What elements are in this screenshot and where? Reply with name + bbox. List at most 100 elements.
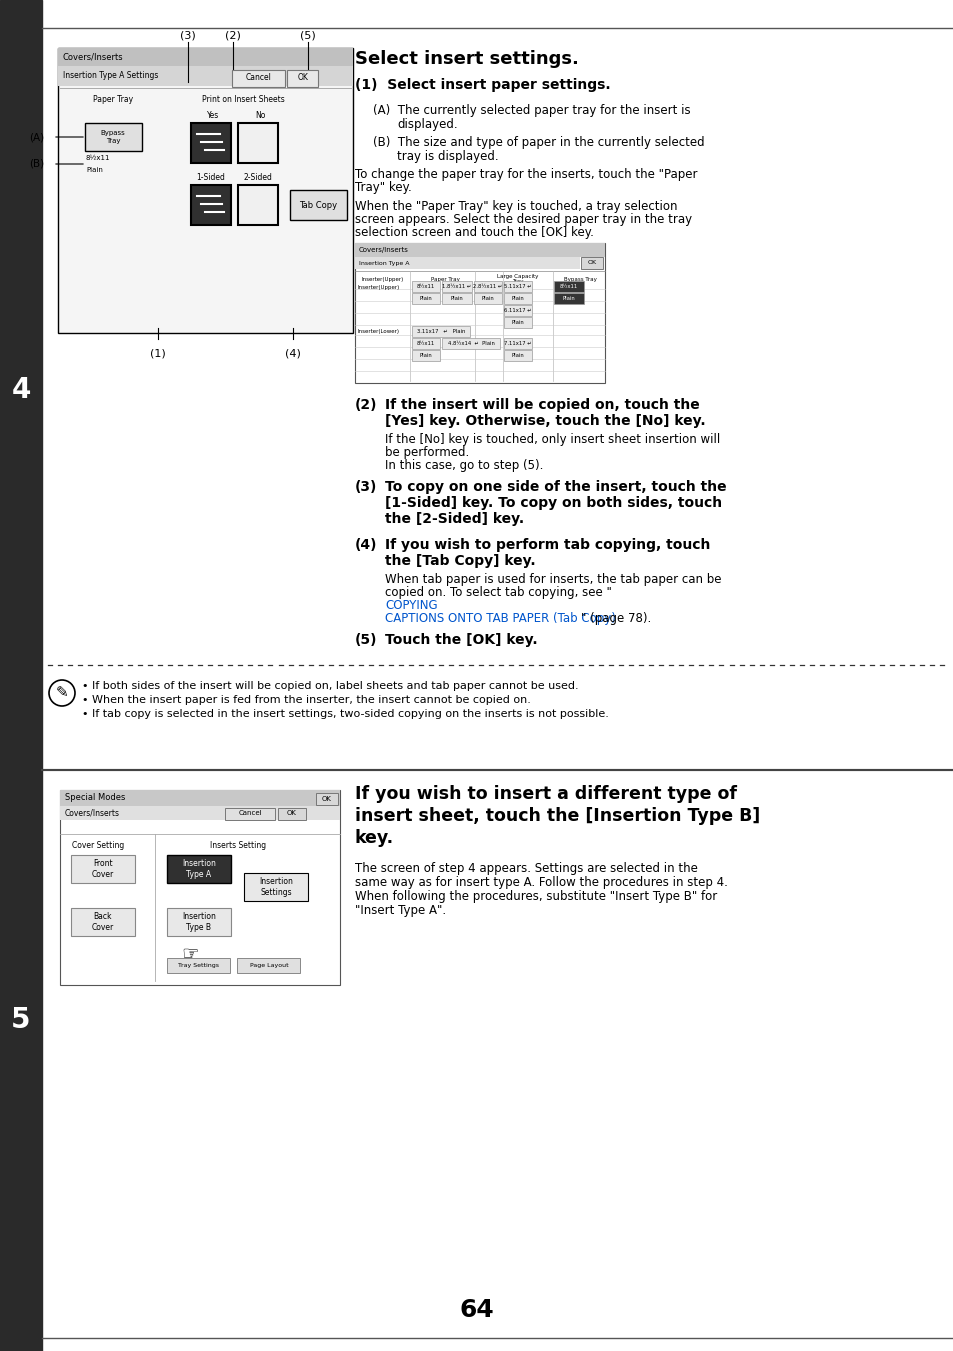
FancyBboxPatch shape <box>503 350 532 361</box>
Text: (3): (3) <box>180 31 195 41</box>
Text: ☞: ☞ <box>181 944 198 963</box>
Text: If the [No] key is touched, only insert sheet insertion will: If the [No] key is touched, only insert … <box>385 434 720 446</box>
FancyBboxPatch shape <box>191 185 231 226</box>
Text: 4: 4 <box>11 376 30 404</box>
Text: COPYING: COPYING <box>385 598 437 612</box>
Circle shape <box>49 680 75 707</box>
Text: 7.11x17 ↵: 7.11x17 ↵ <box>503 340 531 346</box>
FancyBboxPatch shape <box>412 281 440 292</box>
Text: Plain: Plain <box>419 353 432 358</box>
Text: selection screen and touch the [OK] key.: selection screen and touch the [OK] key. <box>355 226 594 239</box>
Text: same way as for insert type A. Follow the procedures in step 4.: same way as for insert type A. Follow th… <box>355 875 727 889</box>
Text: (5): (5) <box>355 634 377 647</box>
Text: insert sheet, touch the [Insertion Type B]: insert sheet, touch the [Insertion Type … <box>355 807 760 825</box>
Text: Plain: Plain <box>86 168 103 173</box>
Text: [1-Sided] key. To copy on both sides, touch: [1-Sided] key. To copy on both sides, to… <box>385 496 721 509</box>
Bar <box>60 790 339 985</box>
FancyBboxPatch shape <box>553 293 583 304</box>
FancyBboxPatch shape <box>233 69 285 86</box>
Bar <box>0 0 42 1351</box>
Text: 4.8½x14  ↵  Plain: 4.8½x14 ↵ Plain <box>447 340 494 346</box>
Text: OK: OK <box>287 811 296 816</box>
Text: 8½x11: 8½x11 <box>86 155 111 161</box>
Text: displayed.: displayed. <box>396 118 457 131</box>
Text: (A): (A) <box>29 132 44 142</box>
Text: If the insert will be copied on, touch the: If the insert will be copied on, touch t… <box>385 399 699 412</box>
Bar <box>60 807 339 820</box>
Text: • If tab copy is selected in the insert settings, two-sided copying on the inser: • If tab copy is selected in the insert … <box>82 709 608 719</box>
FancyBboxPatch shape <box>71 855 135 884</box>
Text: 2.8½x11 ↵: 2.8½x11 ↵ <box>473 284 502 289</box>
Text: screen appears. Select the desired paper tray in the tray: screen appears. Select the desired paper… <box>355 213 691 226</box>
Text: Covers/Inserts: Covers/Inserts <box>358 247 409 253</box>
Text: Plain: Plain <box>450 296 463 301</box>
Text: Inserter(Upper): Inserter(Upper) <box>357 285 400 289</box>
FancyBboxPatch shape <box>237 185 277 226</box>
FancyBboxPatch shape <box>237 123 277 163</box>
Text: Front
Cover: Front Cover <box>91 859 114 880</box>
Text: • If both sides of the insert will be copied on, label sheets and tab paper cann: • If both sides of the insert will be co… <box>82 681 578 690</box>
FancyBboxPatch shape <box>412 338 440 350</box>
Text: 1.8½x11 ↵: 1.8½x11 ↵ <box>442 284 471 289</box>
Text: Tray Settings: Tray Settings <box>178 962 219 967</box>
Text: (B): (B) <box>29 159 44 169</box>
Bar <box>355 243 604 382</box>
Text: To change the paper tray for the inserts, touch the "Paper: To change the paper tray for the inserts… <box>355 168 697 181</box>
Text: Special Modes: Special Modes <box>65 793 125 802</box>
Text: (1)  Select insert paper settings.: (1) Select insert paper settings. <box>355 78 610 92</box>
Text: In this case, go to step (5).: In this case, go to step (5). <box>385 459 543 471</box>
Text: Plain: Plain <box>481 296 494 301</box>
FancyBboxPatch shape <box>85 123 142 151</box>
FancyBboxPatch shape <box>237 958 300 973</box>
Text: 64: 64 <box>459 1298 494 1323</box>
Text: Inserts Setting: Inserts Setting <box>210 842 266 851</box>
FancyBboxPatch shape <box>503 281 532 292</box>
Text: Yes: Yes <box>207 112 219 120</box>
Text: Select insert settings.: Select insert settings. <box>355 50 578 68</box>
Text: When the "Paper Tray" key is touched, a tray selection: When the "Paper Tray" key is touched, a … <box>355 200 677 213</box>
Bar <box>355 257 579 269</box>
Text: 6.11x17 ↵: 6.11x17 ↵ <box>503 308 531 313</box>
Text: Paper Tray: Paper Tray <box>430 277 459 281</box>
Text: 3.11x17   ↵   Plain: 3.11x17 ↵ Plain <box>416 330 465 334</box>
Text: 2-Sided: 2-Sided <box>243 173 273 182</box>
FancyBboxPatch shape <box>71 908 135 936</box>
Text: the [2-Sided] key.: the [2-Sided] key. <box>385 512 523 526</box>
Text: copied on. To select tab copying, see ": copied on. To select tab copying, see " <box>385 586 611 598</box>
FancyBboxPatch shape <box>225 808 275 820</box>
Text: (B)  The size and type of paper in the currently selected: (B) The size and type of paper in the cu… <box>373 136 704 149</box>
Text: 8½x11: 8½x11 <box>416 284 435 289</box>
FancyBboxPatch shape <box>290 190 347 220</box>
Text: Insertion
Type B: Insertion Type B <box>182 912 215 932</box>
FancyBboxPatch shape <box>168 958 231 973</box>
FancyBboxPatch shape <box>580 257 602 269</box>
Text: The screen of step 4 appears. Settings are selected in the: The screen of step 4 appears. Settings a… <box>355 862 698 875</box>
FancyBboxPatch shape <box>503 305 532 316</box>
FancyBboxPatch shape <box>441 338 499 350</box>
Text: (2): (2) <box>225 31 241 41</box>
FancyBboxPatch shape <box>553 281 583 292</box>
FancyBboxPatch shape <box>474 281 502 292</box>
FancyBboxPatch shape <box>167 855 231 884</box>
FancyBboxPatch shape <box>503 338 532 350</box>
FancyBboxPatch shape <box>191 123 231 163</box>
Text: key.: key. <box>355 830 394 847</box>
Text: Paper Tray: Paper Tray <box>92 96 132 104</box>
FancyBboxPatch shape <box>315 793 338 805</box>
Text: CAPTIONS ONTO TAB PAPER (Tab Copy): CAPTIONS ONTO TAB PAPER (Tab Copy) <box>385 612 616 626</box>
Text: If you wish to insert a different type of: If you wish to insert a different type o… <box>355 785 737 802</box>
Text: Touch the [OK] key.: Touch the [OK] key. <box>385 634 537 647</box>
FancyBboxPatch shape <box>412 293 440 304</box>
FancyBboxPatch shape <box>287 69 318 86</box>
Text: Insertion
Type A: Insertion Type A <box>182 859 215 880</box>
Text: To copy on one side of the insert, touch the: To copy on one side of the insert, touch… <box>385 480 726 494</box>
Text: " (page 78).: " (page 78). <box>580 612 651 626</box>
Text: Large Capacity
Tray: Large Capacity Tray <box>497 274 538 285</box>
Text: Inserter(Upper): Inserter(Upper) <box>361 277 404 281</box>
Bar <box>58 66 353 86</box>
Text: [Yes] key. Otherwise, touch the [No] key.: [Yes] key. Otherwise, touch the [No] key… <box>385 413 705 428</box>
FancyBboxPatch shape <box>441 293 472 304</box>
Text: Plain: Plain <box>511 296 524 301</box>
Text: Covers/Inserts: Covers/Inserts <box>63 53 124 62</box>
Bar <box>60 790 339 807</box>
